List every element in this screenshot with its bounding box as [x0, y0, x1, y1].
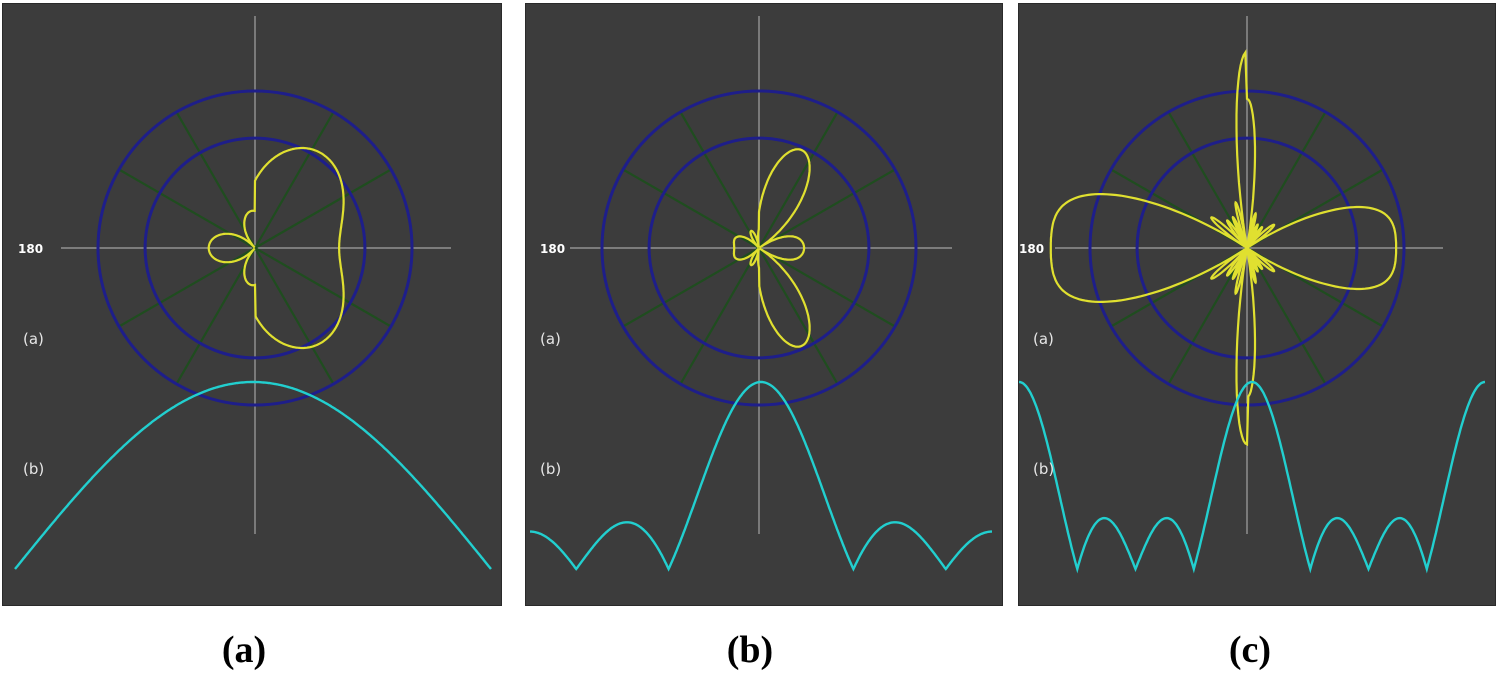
- polar-ring: [1135, 136, 1359, 360]
- subplot-label-a: (a): [23, 330, 44, 348]
- panel-b: 180 (a) (b): [525, 3, 1003, 606]
- polar-spoke: [254, 247, 392, 328]
- subplot-label-b: (b): [23, 460, 45, 478]
- polar-spoke: [622, 168, 760, 249]
- polar-spoke: [1167, 247, 1248, 385]
- polar-spoke: [679, 247, 760, 385]
- polar-spoke: [758, 168, 896, 249]
- radiation-pattern: [1049, 49, 1398, 447]
- polar-spoke: [758, 111, 839, 249]
- polar-spoke: [254, 111, 335, 249]
- angle-label-180: 180: [1019, 242, 1045, 256]
- array-factor-curve: [14, 380, 492, 570]
- angle-label-180: 180: [540, 242, 566, 256]
- panel-a: 180 (a) (b): [2, 3, 502, 606]
- array-factor-curve: [1019, 380, 1486, 574]
- polar-spoke: [254, 247, 335, 385]
- caption-c: (c): [1228, 629, 1272, 671]
- polar-spoke: [175, 111, 256, 249]
- polar-spoke: [679, 111, 760, 249]
- polar-spoke: [622, 247, 760, 328]
- polar-spoke: [118, 168, 256, 249]
- plot-b: [530, 16, 992, 572]
- polar-ring: [96, 89, 414, 407]
- polar-ring: [647, 136, 871, 360]
- plot-a: [14, 16, 492, 570]
- polar-spoke: [758, 247, 896, 328]
- subplot-label-b: (b): [540, 460, 562, 478]
- polar-spoke: [1246, 247, 1327, 385]
- polar-spoke: [758, 247, 839, 385]
- panel-c: 180 (a) (b): [1018, 3, 1496, 606]
- polar-spoke: [1246, 111, 1327, 249]
- polar-ring: [600, 89, 918, 407]
- subplot-label-a: (a): [1033, 330, 1054, 348]
- polar-ring: [143, 136, 367, 360]
- polar-spoke: [254, 168, 392, 249]
- polar-spoke: [1167, 111, 1248, 249]
- polar-spoke: [175, 247, 256, 385]
- polar-spoke: [118, 247, 256, 328]
- radiation-pattern: [207, 146, 345, 350]
- radiation-pattern: [732, 148, 811, 348]
- array-factor-curve: [530, 380, 992, 572]
- plot-c: [1019, 16, 1486, 574]
- angle-label-180: 180: [18, 242, 44, 256]
- caption-b: (b): [726, 629, 774, 671]
- subplot-label-a: (a): [540, 330, 561, 348]
- subplot-label-b: (b): [1033, 460, 1055, 478]
- caption-a: (a): [221, 629, 267, 671]
